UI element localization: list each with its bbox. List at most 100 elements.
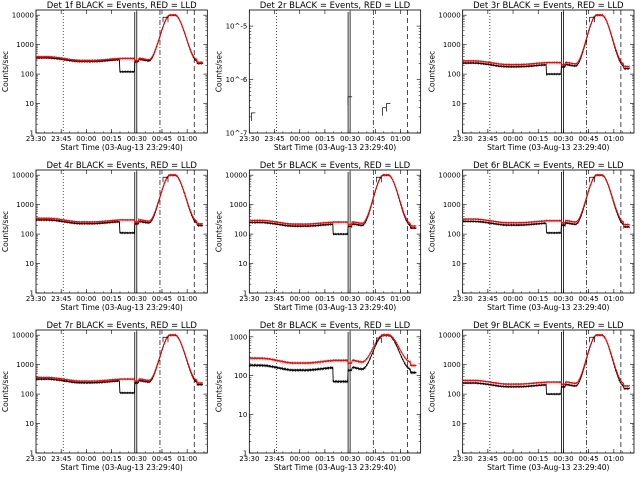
x-axis-label: Start Time (03-Aug-13 23:29:40): [60, 143, 182, 152]
events-series: [248, 333, 417, 384]
x-tick-label: 00:30: [127, 135, 147, 143]
y-tick-label: 10: [238, 411, 247, 419]
flare-bracket: [162, 336, 169, 343]
x-tick-label: 00:00: [290, 295, 310, 303]
plot-frame: [462, 169, 635, 294]
y-axis-label: Counts/sec: [428, 51, 437, 92]
x-tick-label: 23:45: [51, 455, 71, 463]
lld-series: [35, 173, 204, 226]
events-series: [35, 173, 204, 235]
y-tick-label: 1: [243, 290, 247, 298]
events-series: [35, 13, 204, 74]
y-tick-label: 100: [21, 231, 34, 239]
x-tick-label: 01:00: [177, 135, 197, 143]
x-tick-label: 23:45: [264, 455, 284, 463]
panel-title: Det 4r BLACK = Events, RED = LLD: [46, 161, 197, 171]
flare-bracket: [589, 16, 595, 23]
y-tick-label: 10000: [12, 332, 34, 340]
x-tick-label: 00:30: [340, 135, 360, 143]
plot-frame: [35, 329, 208, 454]
y-tick-label: 1: [243, 450, 247, 458]
x-tick-label: 00:30: [127, 455, 147, 463]
x-tick-label: 23:45: [478, 135, 498, 143]
y-tick-label: 10: [25, 260, 34, 268]
lld-series: [462, 333, 631, 388]
x-tick-label: 01:00: [390, 295, 410, 303]
panel-7: Det 7r BLACK = Events, RED = LLD 1 10 100 10…: [1, 321, 208, 472]
y-tick-label: 10000: [438, 12, 460, 20]
y-tick-label: 10: [452, 420, 461, 428]
x-tick-label: 23:30: [239, 295, 259, 303]
y-axis-label: Counts/sec: [428, 371, 437, 412]
y-tick-label: 1000: [443, 201, 461, 209]
x-axis-label: Start Time (03-Aug-13 23:29:40): [274, 463, 396, 472]
y-tick-label: 10^-5: [226, 23, 248, 31]
lld-series: [35, 13, 204, 64]
x-tick-label: 23:45: [478, 455, 498, 463]
plot-frame: [248, 9, 422, 134]
events-series: [35, 333, 203, 395]
panel-1: Det 1f BLACK = Events, RED = LLD 1 10 100 10…: [1, 1, 208, 152]
y-tick-label: 1000: [16, 201, 34, 209]
y-axis-label: Counts/sec: [1, 211, 10, 252]
x-tick-label: 00:30: [340, 295, 360, 303]
x-tick-label: 00:45: [365, 135, 385, 143]
y-tick-label: 100: [447, 391, 460, 399]
y-axis-label: Counts/sec: [428, 211, 437, 252]
y-tick-label: 1000: [443, 361, 461, 369]
y-tick-label: 1: [30, 290, 34, 298]
x-tick-label: 23:45: [264, 295, 284, 303]
x-axis-label: Start Time (03-Aug-13 23:29:40): [487, 463, 609, 472]
x-tick-label: 23:45: [51, 135, 71, 143]
lld-series: [35, 333, 204, 385]
x-tick-label: 23:30: [26, 455, 46, 463]
plot-frame: [248, 329, 422, 454]
x-tick-label: 23:30: [239, 135, 259, 143]
x-tick-label: 01:00: [390, 135, 410, 143]
x-tick-label: 00:15: [101, 295, 121, 303]
panel-3: Det 3r BLACK = Events, RED = LLD 1 10 100 10…: [428, 1, 635, 152]
x-tick-label: 00:15: [101, 455, 121, 463]
panel-9: Det 9r BLACK = Events, RED = LLD 1 10 100 10…: [428, 321, 635, 472]
flare-bracket: [375, 337, 382, 343]
x-tick-label: 23:30: [26, 295, 46, 303]
x-tick-label: 00:15: [528, 455, 548, 463]
y-tick-label: 10: [25, 100, 34, 108]
x-axis-label: Start Time (03-Aug-13 23:29:40): [274, 143, 396, 152]
x-tick-label: 00:30: [553, 135, 573, 143]
x-tick-label: 00:45: [579, 455, 599, 463]
y-tick-label: 10000: [225, 172, 247, 180]
x-tick-label: 00:15: [528, 135, 548, 143]
x-tick-label: 00:45: [579, 295, 599, 303]
y-tick-label: 1: [456, 130, 460, 138]
x-tick-label: 00:30: [553, 295, 573, 303]
lld-series: [462, 173, 631, 227]
x-tick-label: 00:00: [290, 455, 310, 463]
x-tick-label: 23:30: [453, 295, 473, 303]
x-tick-label: 00:30: [553, 455, 573, 463]
y-axis-label: Counts/sec: [1, 51, 10, 92]
y-tick-label: 100: [234, 372, 247, 380]
x-tick-label: 01:00: [604, 455, 624, 463]
plot-frame: [35, 169, 208, 294]
x-tick-label: 00:30: [127, 295, 147, 303]
y-tick-label: 100: [447, 231, 460, 239]
x-tick-label: 00:45: [365, 295, 385, 303]
x-tick-label: 23:30: [453, 135, 473, 143]
panel-6: Det 6r BLACK = Events, RED = LLD 1 10 100 10…: [428, 161, 635, 312]
x-tick-label: 01:00: [177, 295, 197, 303]
x-tick-label: 00:15: [315, 135, 335, 143]
lld-series: [248, 173, 417, 228]
panel-2: Det 2r BLACK = Events, RED = LLD 10^-7 10^…: [214, 1, 422, 152]
x-tick-label: 01:00: [604, 135, 624, 143]
x-tick-label: 23:30: [239, 455, 259, 463]
y-tick-label: 1000: [230, 201, 248, 209]
x-axis-label: Start Time (03-Aug-13 23:29:40): [487, 143, 609, 152]
x-axis-label: Start Time (03-Aug-13 23:29:40): [487, 303, 609, 312]
y-tick-label: 1000: [443, 41, 461, 49]
events-series: [462, 333, 631, 396]
panel-5: Det 5r BLACK = Events, RED = LLD 1 10 100 10…: [214, 161, 422, 312]
x-tick-label: 23:45: [264, 135, 284, 143]
x-tick-label: 01:00: [390, 455, 410, 463]
